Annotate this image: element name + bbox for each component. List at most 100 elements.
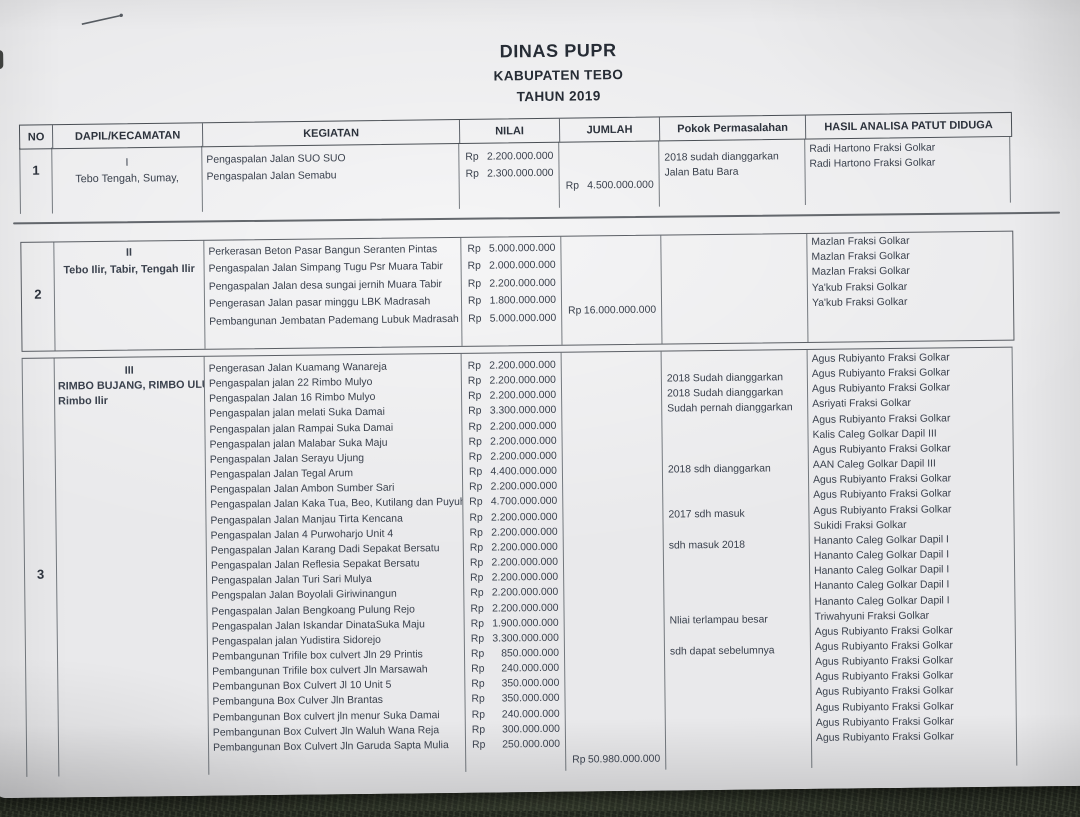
nilai-item: Rp 850.000.000	[465, 646, 564, 662]
currency-label: Rp	[468, 406, 482, 418]
currency-label: Rp	[568, 305, 582, 317]
pokok-item: 2018 sdh dianggarkan	[667, 463, 771, 476]
pokok-item: Nliai terlampau besar	[669, 614, 768, 628]
nilai-item: Rp 3.300.000.000	[462, 403, 561, 419]
currency-label: Rp	[468, 390, 482, 403]
pokok-item: Jalan Batu Bara	[664, 167, 739, 179]
nilai-value: 240.000.000	[501, 708, 560, 721]
nilai-item: Rp 2.200.000.000	[459, 148, 558, 166]
currency-label: Rp	[467, 360, 482, 372]
nilai-item: Rp 1.800.000.000	[462, 292, 561, 311]
nilai-item: Rp 2.200.000.000	[463, 479, 562, 495]
nilai-value: 2.300.000.000	[487, 168, 554, 180]
kegiatan-item: Pembangunan Jembatan Pademang Lubuk Madr…	[209, 313, 459, 328]
nilai-item: Rp 3.300.000.000	[465, 631, 564, 647]
nilai-item: Rp 350.000.000	[465, 676, 564, 692]
jumlah-line: Rp 50.980.000.000	[566, 753, 665, 768]
pokok-item	[666, 703, 811, 720]
hasil-analisa-cell: Radi Hartono Fraksi Golkar Radi Hartono F…	[805, 136, 1011, 205]
nilai-value: 1.900.000.000	[492, 617, 559, 630]
kegiatan-cell: Pengerasan Jalan Kuamang Wanareja Pengasp…	[204, 353, 467, 775]
nilai-item: Rp 2.200.000.000	[462, 388, 561, 404]
pokok-item: 2018 Sudah dianggarkan	[667, 387, 784, 400]
dapil-line: I	[125, 156, 129, 169]
nilai-value: 2.200.000.000	[489, 359, 556, 372]
pokok-item: 2018 sudah dianggarkan	[664, 151, 779, 164]
currency-label: Rp	[469, 542, 484, 554]
row-number-cell: 2	[21, 242, 56, 351]
kegiatan-item: Pembangunan Box Culvert Jln Garuda Sapta…	[212, 739, 449, 754]
scanned-paper-sheet: DINAS PUPR KABUPATEN TEBO TAHUN 2019 NO …	[0, 0, 1080, 799]
currency-label: Rp	[467, 278, 482, 290]
nilai-item: Rp 2.200.000.000	[462, 418, 561, 434]
nilai-item: Rp 2.200.000.000	[464, 540, 563, 556]
nilai-value: 240.000.000	[501, 662, 560, 675]
jumlah-value: 4.500.000.000	[587, 179, 654, 192]
row-number: 3	[36, 566, 45, 582]
header-pokok-permasalahan: Pokok Permasalahan	[659, 115, 807, 141]
nilai-item: Rp 4.400.000.000	[463, 464, 562, 480]
jumlah-line: Rp 4.500.000.000	[560, 179, 659, 194]
hasil-analisa-cell: Mazlan Fraksi Golkar Mazlan Fraksi Golkar…	[807, 232, 1013, 342]
pokok-item	[663, 491, 808, 508]
dapil-line: RIMBO BUJANG, RIMBO ULU	[57, 378, 210, 393]
currency-label: Rp	[465, 151, 479, 163]
nilai-value: 2.200.000.000	[491, 571, 559, 584]
pokok-item	[662, 416, 807, 433]
currency-label: Rp	[467, 375, 482, 387]
nilai-value: 350.000.000	[501, 693, 560, 705]
nilai-item: Rp 2.200.000.000	[464, 585, 563, 601]
jumlah-cell: Rp 16.000.000.000	[561, 235, 663, 345]
nilai-item: Rp 2.200.000.000	[464, 524, 563, 540]
pen-scribble-icon	[81, 13, 123, 25]
nilai-cell: Rp 2.200.000.000 Rp 2.300.000.000	[459, 141, 560, 209]
dapil-line: Tebo Ilir, Tabir, Tengah Ilir	[63, 262, 195, 276]
currency-label: Rp	[467, 261, 481, 273]
pokok-item	[664, 567, 809, 584]
header-jumlah: JUMLAH	[559, 117, 661, 142]
nilai-value: 4.400.000.000	[490, 465, 557, 478]
header-nilai: NILAI	[459, 118, 561, 143]
nilai-value: 2.200.000.000	[491, 602, 559, 615]
hasil-analisa-cell: Agus Rubiyanto Fraksi Golkar Agus Rubiyan…	[807, 347, 1018, 768]
dapil-line: II	[125, 246, 132, 259]
currency-label: Rp	[471, 724, 486, 736]
currency-label: Rp	[467, 295, 482, 308]
currency-label: Rp	[469, 512, 483, 524]
currency-label: Rp	[470, 572, 484, 584]
currency-label: Rp	[470, 633, 485, 645]
hasil-item: Ya'kub Fraksi Golkar	[811, 296, 908, 309]
pokok-item	[662, 281, 807, 298]
nilai-value: 1.800.000.000	[489, 295, 557, 307]
currency-label: Rp	[565, 180, 580, 192]
currency-label: Rp	[469, 527, 483, 539]
hasil-item: Agus Rubiyanto Fraksi Golkar	[815, 731, 955, 744]
nilai-item: Rp 4.700.000.000	[463, 494, 562, 510]
currency-label: Rp	[467, 243, 481, 255]
nilai-item: Rp 2.200.000.000	[463, 434, 562, 450]
nilai-item: Rp 5.000.000.000	[462, 309, 561, 328]
nilai-value: 4.700.000.000	[490, 496, 558, 508]
currency-label: Rp	[468, 421, 482, 433]
pokok-item	[666, 718, 811, 735]
nilai-value: 2.200.000.000	[489, 390, 557, 402]
nilai-value: 250.000.000	[502, 738, 561, 751]
currency-label: Rp	[465, 168, 479, 181]
nilai-item: Rp 2.200.000.000	[463, 509, 562, 525]
nilai-item: Rp 2.200.000.000	[463, 449, 562, 465]
nilai-item: Rp 240.000.000	[466, 706, 565, 722]
nilai-value: 3.300.000.000	[489, 405, 557, 418]
table-row: 1 I Tebo Tengah, Sumay, Pengaspalan Jalan S…	[19, 136, 1011, 214]
pokok-item	[664, 522, 809, 539]
currency-label: Rp	[468, 313, 482, 325]
table-row: 3 III RIMBO BUJANG, RIMBO ULU Rimbo Ilir Pen…	[21, 346, 1018, 777]
pokok-item	[663, 446, 808, 463]
nilai-value: 850.000.000	[501, 647, 560, 660]
table-row: 2 II Tebo Ilir, Tabir, Tengah Ilir Perkeras…	[20, 230, 1015, 352]
nilai-cell: Rp 2.200.000.000 Rp 2.200.000.000 Rp 2.200.00…	[461, 352, 567, 772]
row-number-cell: 3	[21, 358, 60, 777]
currency-label: Rp	[572, 754, 586, 766]
hasil-item: Radi Hartono Fraksi Golkar	[809, 157, 936, 171]
table-body: 1 I Tebo Tengah, Sumay, Pengaspalan Jalan S…	[0, 0, 1076, 777]
